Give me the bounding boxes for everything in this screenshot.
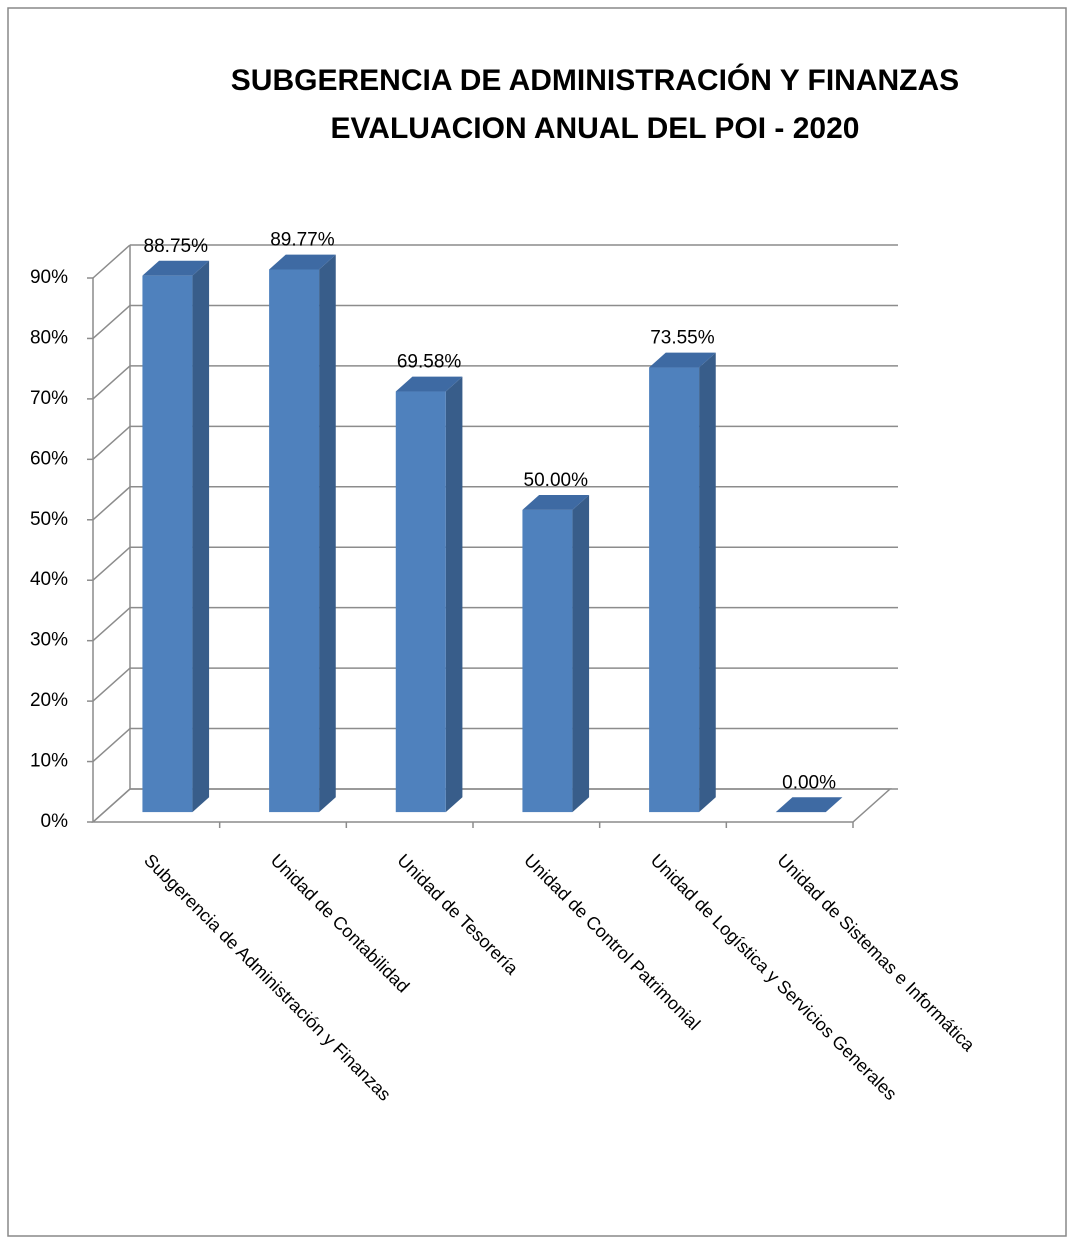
grid-line (92, 607, 131, 642)
grid-line (92, 546, 131, 581)
bar (522, 509, 573, 813)
grid-line (92, 486, 131, 521)
bar (142, 275, 193, 813)
y-tick-label: 70% (30, 388, 68, 409)
grid-line (92, 667, 131, 702)
value-label: 89.77% (270, 230, 335, 251)
y-tick-label: 30% (30, 630, 68, 651)
bar (649, 367, 700, 813)
bar-side (445, 376, 463, 813)
bar-top (142, 260, 210, 276)
bar-top (649, 352, 716, 368)
y-tick-label: 20% (30, 690, 68, 711)
value-label: 73.55% (650, 328, 715, 349)
y-tick-label: 0% (41, 811, 69, 832)
value-label: 0.00% (782, 772, 836, 793)
grid-line (92, 244, 131, 279)
bar-top (522, 495, 590, 510)
value-label: 69.58% (397, 352, 462, 373)
value-label: 88.75% (144, 236, 209, 257)
bar-side (319, 254, 336, 813)
grid-line (92, 365, 131, 400)
bar (395, 391, 446, 813)
chart-title: SUBGERENCIA DE ADMINISTRACIÓN Y FINANZAS (231, 63, 959, 97)
y-tick-label: 10% (30, 751, 68, 772)
y-tick-label: 80% (30, 327, 68, 348)
value-label: 50.00% (524, 470, 589, 491)
y-tick-label: 60% (30, 448, 68, 469)
bar (269, 269, 320, 813)
bar-side (572, 495, 590, 813)
bar-top (395, 376, 463, 392)
grid-line (92, 425, 131, 460)
y-tick-label: 90% (30, 267, 68, 288)
grid-line (92, 727, 131, 763)
bar-side (192, 260, 210, 813)
chart-subtitle: EVALUACION ANUAL DEL POI - 2020 (331, 112, 860, 145)
grid-line (92, 304, 131, 340)
y-tick-label: 50% (30, 509, 68, 530)
bar-top (269, 254, 336, 270)
bar-side (699, 352, 716, 813)
bar-top (775, 797, 843, 813)
y-tick-label: 40% (30, 569, 68, 590)
grid-line (92, 788, 131, 823)
